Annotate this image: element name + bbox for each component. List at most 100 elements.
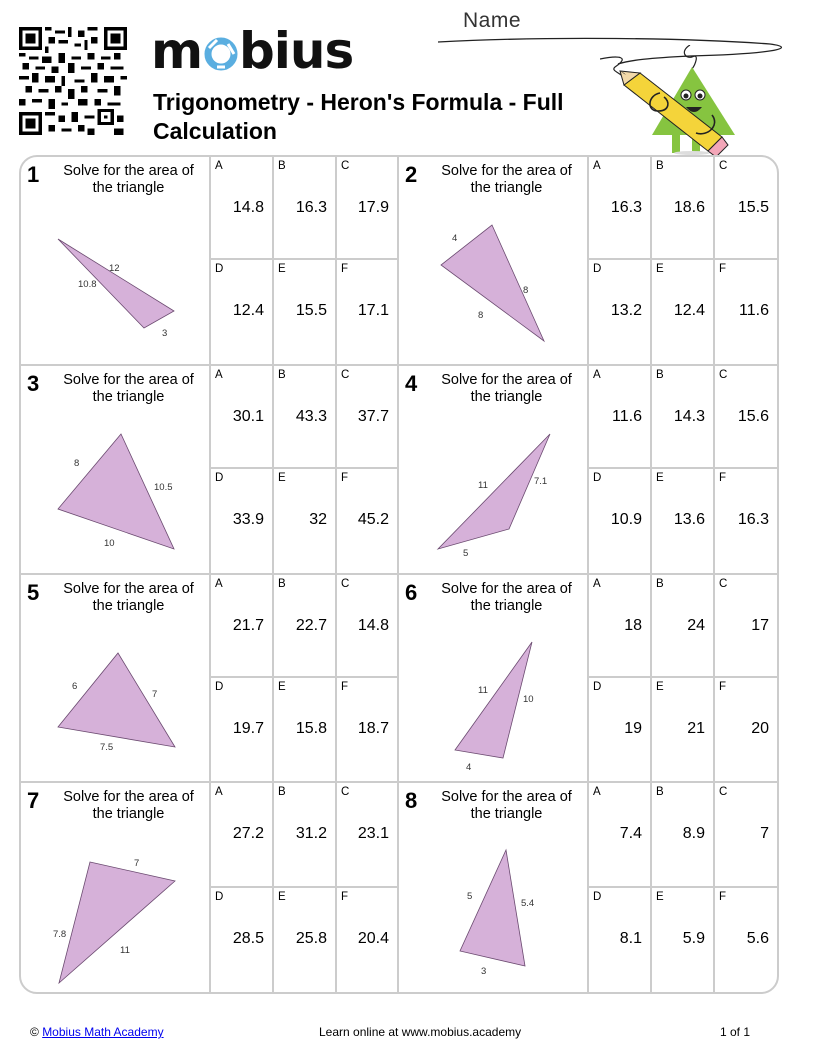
side-label: 7.5 bbox=[100, 742, 113, 753]
problem-prompt: Solve for the area of the triangle bbox=[63, 371, 194, 405]
side-label: 11 bbox=[120, 945, 130, 956]
mascot-icon bbox=[600, 45, 735, 155]
problem-prompt: Solve for the area of the triangle bbox=[63, 163, 194, 196]
answer-option-a[interactable]: A 30.1 bbox=[211, 365, 274, 470]
answer-option-a[interactable]: A 14.8 bbox=[211, 157, 274, 261]
answer-option-f[interactable]: F 18.7 bbox=[341, 680, 389, 737]
answer-option-b[interactable]: B 16.3 bbox=[274, 157, 337, 261]
answer-option-d[interactable]: D 19.7 bbox=[211, 677, 274, 782]
answer-option-c[interactable]: C 15.6 bbox=[715, 366, 777, 470]
side-label: 12 bbox=[109, 263, 120, 274]
qr-code-icon bbox=[19, 27, 127, 135]
question-cell: 2 Solve for the area of the triangle 4 8… bbox=[399, 157, 589, 364]
question-cell: 4 Solve for the area of the triangle 11 … bbox=[399, 365, 589, 573]
problem-prompt: Solve for the area of the triangle bbox=[63, 580, 194, 614]
side-label: 8 bbox=[74, 458, 79, 469]
side-label: 4 bbox=[466, 762, 471, 773]
triangle-diagram: 8 10.5 10 bbox=[57, 433, 175, 550]
answer-option-e[interactable]: E 15.8 bbox=[274, 677, 337, 782]
side-label: 11 bbox=[478, 480, 488, 491]
side-label: 7.1 bbox=[534, 476, 547, 487]
answer-option-e[interactable]: E 21 bbox=[652, 677, 715, 782]
side-label: 6 bbox=[72, 681, 77, 692]
answer-option-f[interactable]: F 11.6 bbox=[719, 263, 769, 320]
answer-option-d[interactable]: D 33.9 bbox=[211, 469, 274, 573]
answer-option-e[interactable]: E 15.5 bbox=[274, 260, 337, 364]
answer-option-b[interactable]: B 22.7 bbox=[274, 574, 337, 678]
answer-option-d[interactable]: D 28.5 bbox=[211, 887, 274, 992]
answer-option-b[interactable]: B 8.9 bbox=[652, 783, 715, 888]
answer-option-c[interactable]: C 15.5 bbox=[715, 157, 777, 261]
problem-number: 6 bbox=[405, 579, 418, 605]
answer-option-e[interactable]: E 5.9 bbox=[652, 887, 715, 992]
answer-option-b[interactable]: B 14.3 bbox=[652, 365, 715, 470]
problem-3: 3 Solve for the area of the triangle 8 1… bbox=[21, 365, 399, 575]
answer-option-f[interactable]: F 20 bbox=[719, 680, 769, 737]
page-title: Trigonometry - Heron's Formula - Full Ca… bbox=[153, 89, 564, 144]
pencil-icon bbox=[619, 70, 729, 155]
problem-number: 7 bbox=[27, 788, 40, 814]
answer-option-f[interactable]: F 20.4 bbox=[341, 890, 389, 947]
answer-option-e[interactable]: E 13.6 bbox=[652, 469, 715, 573]
problem-prompt: Solve for the area of the triangle bbox=[63, 789, 194, 823]
side-label: 7 bbox=[134, 858, 139, 869]
svg-text:m: m bbox=[151, 24, 202, 76]
answer-option-a[interactable]: A 18 bbox=[589, 574, 652, 678]
problem-number: 5 bbox=[27, 579, 40, 605]
problem-6: 6 Solve for the area of the triangle 11 … bbox=[399, 574, 777, 784]
answer-option-a[interactable]: A 7.4 bbox=[589, 783, 652, 888]
logo-o-icon bbox=[204, 37, 238, 71]
side-label: 10 bbox=[523, 694, 534, 705]
problem-7: 7 Solve for the area of the triangle 7 7… bbox=[21, 783, 399, 992]
answer-option-c[interactable]: C 37.7 bbox=[337, 366, 397, 470]
problem-prompt: Solve for the area of the triangle bbox=[441, 163, 572, 196]
answer-option-a[interactable]: A 11.6 bbox=[589, 365, 652, 470]
answer-option-b[interactable]: B 43.3 bbox=[274, 365, 337, 470]
answer-option-f[interactable]: F 45.2 bbox=[341, 472, 389, 529]
answer-option-f[interactable]: F 17.1 bbox=[341, 263, 389, 320]
triangle-diagram: 5 5.4 3 bbox=[459, 848, 534, 977]
question-cell: 3 Solve for the area of the triangle 8 1… bbox=[21, 365, 211, 573]
problem-4: 4 Solve for the area of the triangle 11 … bbox=[399, 365, 777, 575]
name-line[interactable] bbox=[430, 30, 790, 90]
answer-option-e[interactable]: E 32 bbox=[274, 469, 337, 573]
mobius-academy-link[interactable]: Mobius Math Academy bbox=[42, 1025, 164, 1039]
answer-option-d[interactable]: D 8.1 bbox=[589, 887, 652, 992]
answer-option-b[interactable]: B 24 bbox=[652, 574, 715, 678]
answer-option-c[interactable]: C 17.9 bbox=[337, 157, 397, 261]
answer-option-d[interactable]: D 19 bbox=[589, 677, 652, 782]
answer-option-d[interactable]: D 10.9 bbox=[589, 469, 652, 573]
answer-option-f[interactable]: F 16.3 bbox=[719, 472, 769, 529]
answer-option-d[interactable]: D 13.2 bbox=[589, 260, 652, 364]
footer-learn-online: Learn online at www.mobius.academy bbox=[319, 1025, 522, 1039]
answer-option-c[interactable]: C 17 bbox=[715, 575, 777, 678]
mobius-logo: m bius bbox=[151, 24, 354, 76]
question-cell: 7 Solve for the area of the triangle 7 7… bbox=[21, 783, 211, 992]
side-label: 11 bbox=[478, 685, 488, 696]
problem-number: 3 bbox=[27, 370, 40, 396]
answer-option-b[interactable]: B 31.2 bbox=[274, 783, 337, 888]
problems-grid: 1 Solve for the area of the triangle 12 … bbox=[19, 155, 779, 994]
problem-number: 4 bbox=[405, 370, 418, 396]
answer-option-b[interactable]: B 18.6 bbox=[652, 157, 715, 261]
answer-option-c[interactable]: C 23.1 bbox=[337, 783, 397, 888]
side-label: 10 bbox=[104, 538, 115, 549]
name-label: Name bbox=[463, 9, 522, 32]
problem-number: 8 bbox=[405, 788, 418, 814]
answer-option-a[interactable]: A 27.2 bbox=[211, 783, 274, 888]
triangle-diagram: 6 7 7.5 bbox=[57, 651, 176, 753]
answer-option-f[interactable]: F 5.6 bbox=[719, 890, 769, 947]
answer-option-e[interactable]: E 12.4 bbox=[652, 260, 715, 364]
question-cell: 8 Solve for the area of the triangle 5 5… bbox=[399, 783, 589, 992]
page-indicator: 1 of 1 bbox=[720, 1025, 751, 1039]
svg-text:bius: bius bbox=[239, 24, 353, 76]
side-label: 4 bbox=[452, 233, 457, 244]
answer-option-c[interactable]: C 14.8 bbox=[337, 575, 397, 678]
problem-2: 2 Solve for the area of the triangle 4 8… bbox=[399, 157, 777, 366]
answer-option-a[interactable]: A 16.3 bbox=[589, 157, 652, 261]
answer-option-d[interactable]: D 12.4 bbox=[211, 260, 274, 364]
answer-option-e[interactable]: E 25.8 bbox=[274, 887, 337, 992]
answer-option-a[interactable]: A 21.7 bbox=[211, 574, 274, 678]
triangle-diagram: 11 7.1 5 bbox=[436, 433, 551, 559]
